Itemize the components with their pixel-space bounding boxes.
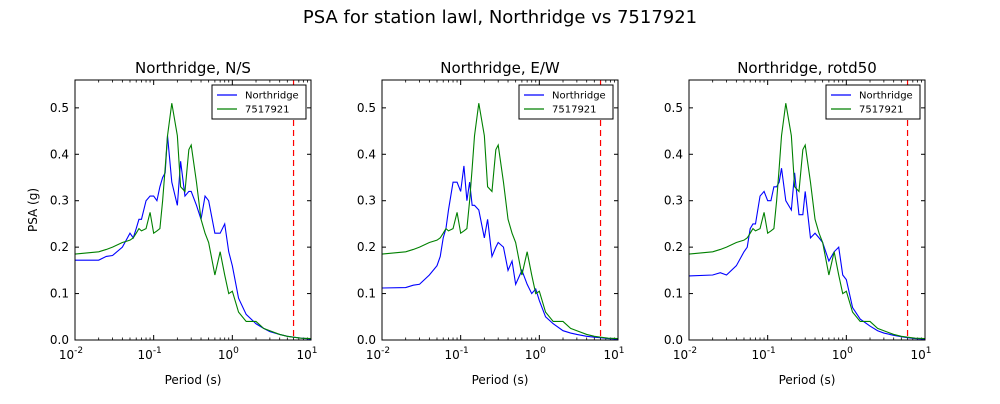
axes-frame [74,79,312,341]
chart-panel-2: Northridge, E/W Period (s) 0.0 0.1 0.2 0.3 0.4… [357,59,625,387]
x-tick-base: 10 [366,348,381,362]
x-tick-label: 10-1 [752,346,776,362]
x-tick-label: 101 [910,346,931,362]
y-tick-label: 0.5 [50,101,69,115]
y-tick-label: 0.0 [664,333,683,347]
x-axis-label: Period (s) [779,373,836,387]
x-tick-base: 10 [603,348,618,362]
y-tick-label: 0.5 [664,101,683,115]
legend-box [825,84,921,120]
y-axis-label: PSA (g) [26,188,40,232]
x-tick-label: 10-2 [673,346,697,362]
series-line-7517921 [382,103,618,340]
y-tick-label: 0.3 [357,194,376,208]
y-tick-label: 0.0 [50,333,69,347]
x-tick-base: 10 [752,348,767,362]
x-tick-exponent: -1 [460,346,469,356]
legend: Northridge 7517921 [211,84,307,120]
x-tick-base: 10 [673,348,688,362]
x-tick-label: 10-1 [138,346,162,362]
y-tick-label: 0.3 [50,194,69,208]
legend-label: Northridge [245,91,299,102]
chart-panel-3: Northridge, rotd50 Period (s) 0.0 0.1 0.2 0.3… [664,59,932,387]
y-tick-label: 0.4 [50,147,69,161]
figure-title: PSA for station lawl, Northridge vs 7517… [303,7,697,28]
x-tick-exponent: 0 [540,346,546,356]
chart-panel-1: Northridge, N/S Period (s) PSA (g) 0.0 0.1 0.… [26,59,318,387]
y-tick-label: 0.2 [664,240,683,254]
x-tick-base: 10 [138,348,153,362]
legend: Northridge 7517921 [825,84,921,120]
legend-label: Northridge [859,91,913,102]
x-axis-label: Period (s) [165,373,222,387]
axes-frame [381,79,619,341]
x-tick-base: 10 [832,348,847,362]
y-tick-label: 0.1 [50,287,69,301]
x-tick-label: 10-2 [366,346,390,362]
series-line-7517921 [689,103,925,340]
subplot-title: Northridge, E/W [440,59,560,77]
x-tick-base: 10 [296,348,311,362]
plot-data [382,80,618,340]
x-tick-label: 10-2 [59,346,83,362]
x-tick-base: 10 [218,348,233,362]
series-line-northridge [382,165,618,340]
x-tick-exponent: 0 [233,346,239,356]
x-tick-label: 101 [603,346,624,362]
legend: Northridge 7517921 [518,84,614,120]
y-tick-label: 0.2 [50,240,69,254]
legend-label: 7517921 [552,105,597,116]
x-tick-exponent: -2 [688,346,697,356]
x-tick-label: 10-1 [445,346,469,362]
series-line-northridge [75,135,311,340]
x-tick-exponent: 0 [847,346,853,356]
y-tick-label: 0.3 [664,194,683,208]
legend-label: 7517921 [859,105,904,116]
x-tick-label: 101 [296,346,317,362]
x-tick-base: 10 [445,348,460,362]
x-tick-exponent: 1 [926,346,932,356]
y-tick-label: 0.4 [664,147,683,161]
x-tick-label: 100 [525,346,546,362]
plot-data [75,80,311,340]
y-tick-label: 0.0 [357,333,376,347]
series-line-7517921 [75,103,311,340]
x-tick-exponent: -2 [381,346,390,356]
x-tick-exponent: -1 [153,346,162,356]
y-tick-label: 0.4 [357,147,376,161]
x-tick-label: 100 [832,346,853,362]
y-tick-label: 0.2 [357,240,376,254]
legend-box [211,84,307,120]
legend-box [518,84,614,120]
subplot-title: Northridge, N/S [135,59,251,77]
y-tick-label: 0.1 [664,287,683,301]
axes-frame [688,79,926,341]
legend-label: Northridge [552,91,606,102]
x-tick-base: 10 [59,348,74,362]
x-tick-label: 100 [218,346,239,362]
y-tick-label: 0.5 [357,101,376,115]
subplot-title: Northridge, rotd50 [737,59,877,77]
x-axis-label: Period (s) [472,373,529,387]
y-tick-label: 0.1 [357,287,376,301]
x-tick-exponent: 1 [312,346,318,356]
series-line-northridge [689,168,925,340]
x-tick-exponent: -1 [767,346,776,356]
plot-data [689,80,925,340]
x-tick-exponent: -2 [74,346,83,356]
legend-label: 7517921 [245,105,290,116]
x-tick-base: 10 [910,348,925,362]
x-tick-base: 10 [525,348,540,362]
x-tick-exponent: 1 [619,346,625,356]
